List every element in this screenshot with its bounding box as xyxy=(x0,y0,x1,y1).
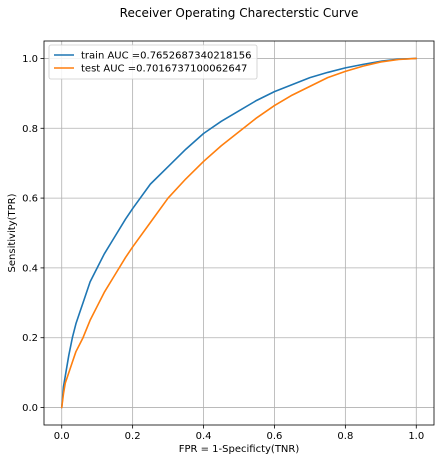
y-tick-label: 1.0 xyxy=(22,54,38,65)
legend-box xyxy=(48,44,258,80)
x-tick-label: 0.0 xyxy=(54,431,70,442)
x-tick-label: 1.0 xyxy=(408,431,424,442)
series-layer xyxy=(60,57,418,409)
y-tick-label: 0.4 xyxy=(22,263,38,274)
y-tick-label: 0.0 xyxy=(22,403,38,414)
y-tick-label: 0.2 xyxy=(22,333,38,344)
x-tick-label: 0.8 xyxy=(337,431,353,442)
legend-label-0: train AUC =0.7652687340218156 xyxy=(81,51,252,62)
plot-area xyxy=(43,40,435,426)
axis-ticks: 0.0 0.2 0.4 0.6 0.8 1.0 0.0 0.2 0.4 0.6 0.8 1.0 xyxy=(22,54,424,442)
grid-lines xyxy=(44,41,434,425)
series-line-0 xyxy=(60,57,418,409)
x-tick-label: 0.2 xyxy=(125,431,141,442)
y-axis-label: Sensitivity(TPR) xyxy=(7,193,18,272)
legend-label-1: test AUC =0.7016737100062647 xyxy=(81,64,247,75)
chart-title: Receiver Operating Charecterstic Curve xyxy=(120,6,359,20)
y-tick-label: 0.8 xyxy=(22,124,38,135)
x-axis-label: FPR = 1-Specificty(TNR) xyxy=(179,444,300,455)
legend: train AUC =0.7652687340218156 test AUC =0… xyxy=(48,44,258,80)
y-tick-label: 0.6 xyxy=(22,194,38,205)
series-line-1 xyxy=(60,57,418,409)
x-tick-label: 0.6 xyxy=(267,431,283,442)
x-tick-label: 0.4 xyxy=(196,431,212,442)
